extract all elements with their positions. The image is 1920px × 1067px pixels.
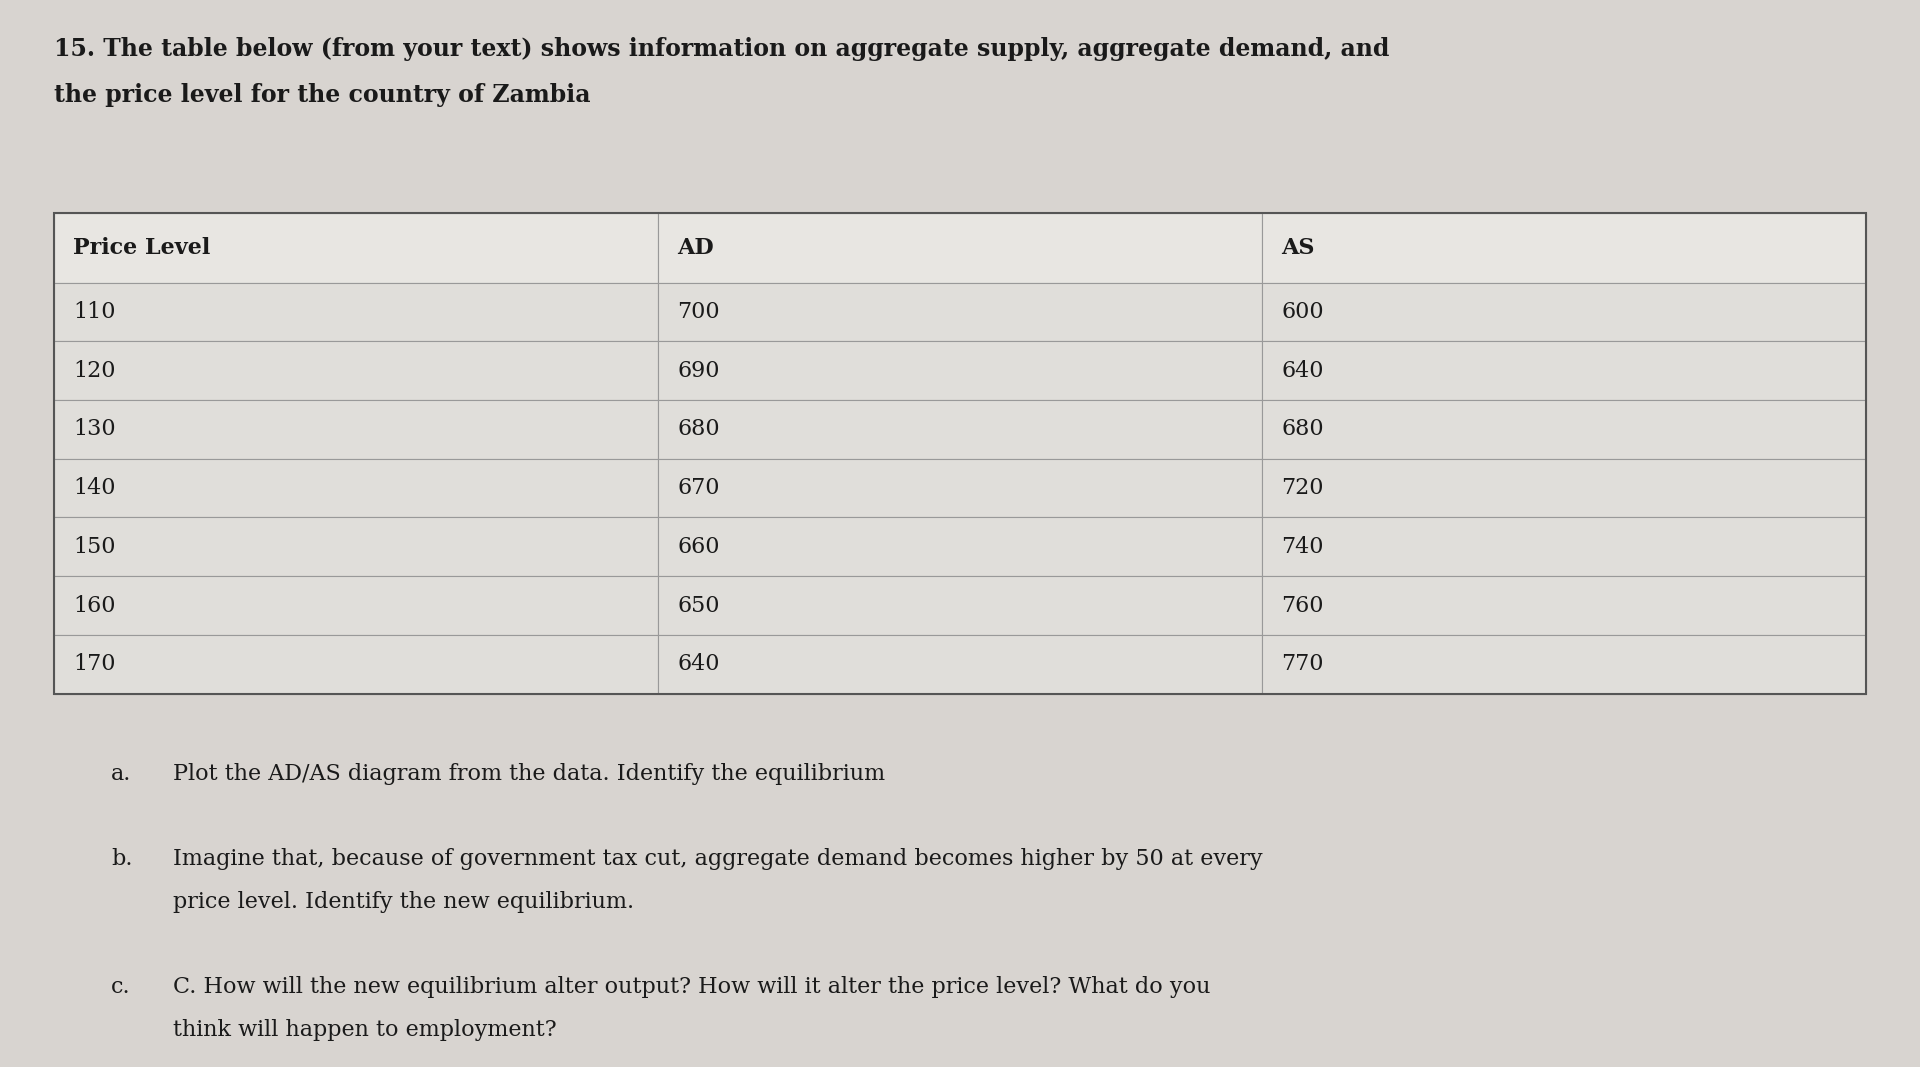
Bar [54,517,659,576]
Text: AS: AS [1281,237,1315,259]
Bar [1261,459,1866,517]
Bar [54,213,1866,694]
Text: Price Level: Price Level [73,237,209,259]
Text: 680: 680 [1281,418,1325,441]
Bar [659,341,1261,400]
Text: 600: 600 [1281,301,1325,323]
Text: b.: b. [111,848,132,871]
Text: 160: 160 [73,594,115,617]
Bar [659,517,1261,576]
Text: 640: 640 [678,653,720,675]
Bar [659,576,1261,635]
Bar [54,341,659,400]
Text: 650: 650 [678,594,720,617]
Text: 640: 640 [1281,360,1323,382]
Text: 150: 150 [73,536,115,558]
Text: 170: 170 [73,653,115,675]
Bar [1261,213,1866,283]
Text: Plot the AD/AS diagram from the data. Identify the equilibrium: Plot the AD/AS diagram from the data. Id… [173,763,885,785]
Text: 680: 680 [678,418,720,441]
Text: 140: 140 [73,477,115,499]
Text: 720: 720 [1281,477,1323,499]
Text: a.: a. [111,763,132,785]
Bar [1261,576,1866,635]
Text: 770: 770 [1281,653,1323,675]
Bar [1261,341,1866,400]
Text: Imagine that, because of government tax cut, aggregate demand becomes higher by : Imagine that, because of government tax … [173,848,1263,871]
Bar [1261,283,1866,341]
Text: 670: 670 [678,477,720,499]
Bar [659,400,1261,459]
Bar [659,213,1261,283]
Text: 660: 660 [678,536,720,558]
Text: think will happen to employment?: think will happen to employment? [173,1019,557,1041]
Bar [659,635,1261,694]
Bar [1261,400,1866,459]
Bar [54,635,659,694]
Text: c.: c. [111,976,131,999]
Text: 700: 700 [678,301,720,323]
Text: C. How will the new equilibrium alter output? How will it alter the price level?: C. How will the new equilibrium alter ou… [173,976,1210,999]
Text: price level. Identify the new equilibrium.: price level. Identify the new equilibriu… [173,891,634,913]
Bar [54,576,659,635]
Text: 120: 120 [73,360,115,382]
Text: AD: AD [678,237,714,259]
Bar [659,283,1261,341]
Text: 110: 110 [73,301,115,323]
Bar [54,400,659,459]
Bar [54,459,659,517]
Bar [54,213,659,283]
Text: 740: 740 [1281,536,1323,558]
Text: 15. The table below (from your text) shows information on aggregate supply, aggr: 15. The table below (from your text) sho… [54,37,1390,61]
Bar [54,283,659,341]
Bar [659,459,1261,517]
Text: the price level for the country of Zambia: the price level for the country of Zambi… [54,83,589,107]
Text: 690: 690 [678,360,720,382]
Text: 130: 130 [73,418,115,441]
Text: 760: 760 [1281,594,1323,617]
Bar [1261,517,1866,576]
Bar [1261,635,1866,694]
